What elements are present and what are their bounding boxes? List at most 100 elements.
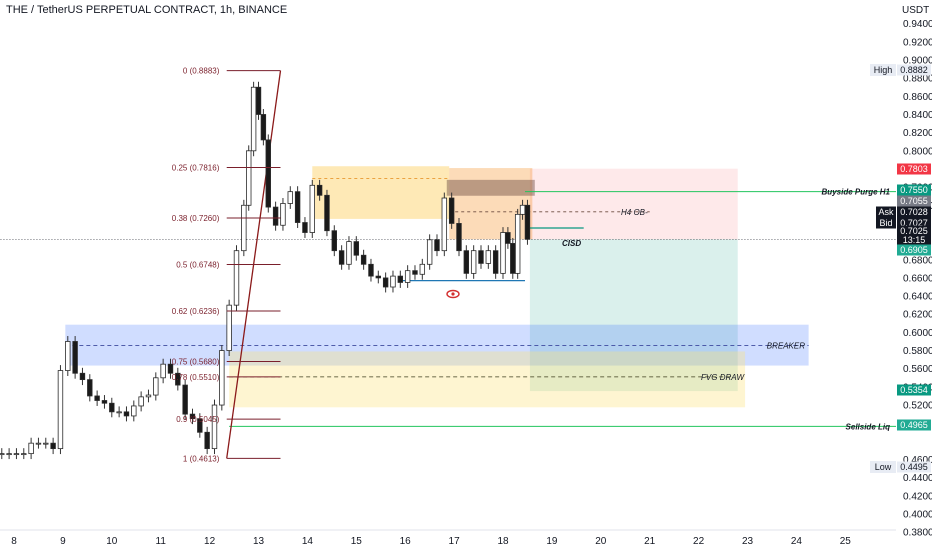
candle-body <box>226 304 232 351</box>
price-tick-label: 0.8200 <box>903 128 932 139</box>
price-tick-label: 0.6800 <box>903 255 932 266</box>
candle-body <box>250 86 257 152</box>
fib-level-label: 0.5 (0.6748) <box>176 260 219 269</box>
price-tag-label-box <box>870 64 896 76</box>
candle-body <box>382 277 389 288</box>
candle-body <box>57 370 64 450</box>
candle-body <box>360 254 367 265</box>
price-tick-label: 0.4600 <box>903 455 932 466</box>
price-tag-value: 0.7025 <box>900 226 928 236</box>
candle-body <box>35 442 42 445</box>
price-tick-label: 0.9400 <box>903 19 932 30</box>
candle-body <box>441 197 448 252</box>
price-tick-label: 0.4000 <box>903 510 932 521</box>
candle-body <box>79 372 86 381</box>
price-tag-value: 0.4965 <box>900 420 928 430</box>
price-tag-value: 0.5354 <box>900 385 928 395</box>
fib-level-label: 0.62 (0.6236) <box>172 307 220 316</box>
price-tick-label: 0.6000 <box>903 328 932 339</box>
candles <box>0 81 531 460</box>
candle-body <box>43 442 49 445</box>
candle-body <box>204 431 210 450</box>
candle-body <box>131 405 137 417</box>
price-tick-label: 0.8000 <box>903 146 932 157</box>
fib-level-label: 1 (0.4613) <box>183 454 220 463</box>
time-tick-label: 21 <box>644 536 656 547</box>
fib-level-label: 0 (0.8883) <box>183 67 220 76</box>
price-tag-value: 0.7055 <box>900 196 928 206</box>
fib-level-label: 0.9 (0.5045) <box>176 415 219 424</box>
price-tag-box <box>897 163 931 175</box>
candle-body <box>500 232 506 274</box>
candle-body <box>338 250 345 265</box>
time-tick-label: 18 <box>497 536 509 547</box>
cisd-label: CISD <box>562 239 581 248</box>
price-tick-label: 0.8600 <box>903 92 932 103</box>
candle-body <box>505 232 511 244</box>
candle-body <box>280 203 286 226</box>
time-tick-label: 8 <box>11 536 17 547</box>
candle-body <box>492 250 499 274</box>
fvg-draw-label: FVG DRAW <box>701 373 745 382</box>
price-tag-label: Ask <box>878 207 894 217</box>
time-tick-label: 14 <box>302 536 314 547</box>
price-tag-box <box>897 419 931 431</box>
price-tick-label: 0.6600 <box>903 273 932 284</box>
candle-body <box>138 396 144 407</box>
stop-loss-zone <box>529 168 738 240</box>
price-tick-label: 0.5600 <box>903 364 932 375</box>
price-tag-label: High <box>874 65 893 75</box>
time-tick-label: 19 <box>546 536 558 547</box>
price-tag-box <box>897 64 931 76</box>
price-tag-label-box <box>870 461 896 473</box>
drawing-zones <box>65 166 809 408</box>
time-tick-label: 10 <box>106 536 118 547</box>
price-tag-box <box>897 217 931 229</box>
candle-body <box>353 241 359 256</box>
candle-body <box>510 243 516 274</box>
candle-body <box>404 270 411 283</box>
time-tick-label: 24 <box>791 536 803 547</box>
price-tag-label-box <box>876 206 896 218</box>
candle-body <box>255 86 262 115</box>
candle-body <box>478 250 484 264</box>
price-tag-box <box>897 461 931 473</box>
candle-body <box>514 213 521 274</box>
price-tick-label: 0.9200 <box>903 37 932 48</box>
price-tick-label: 0.8400 <box>903 110 932 121</box>
h4-order-block <box>446 179 535 196</box>
candle-body <box>101 400 108 404</box>
fibonacci-retracement[interactable]: 0 (0.8883) 0.25 (0.7816) 0.38 (0.7260) 0.5 … <box>172 67 281 464</box>
annotations: Buyside Purge H1 H4 OB- CISD BREAKER FVG DRA… <box>562 188 891 432</box>
candle-body <box>109 402 115 413</box>
price-tick-label: 0.3800 <box>903 528 932 539</box>
candle-body <box>316 184 323 196</box>
h4-ob-label: H4 OB- <box>621 208 648 217</box>
price-tick-label: 0.4400 <box>903 473 932 484</box>
price-tag-value: 0.7027 <box>900 218 928 228</box>
price-tag-value: 0.7803 <box>900 164 928 174</box>
candle-body <box>233 250 240 306</box>
time-tick-label: 16 <box>400 536 412 547</box>
candle-body <box>182 384 188 415</box>
candle-body <box>265 139 271 208</box>
candle-body <box>448 197 455 224</box>
candle-body <box>175 372 181 386</box>
candle-body <box>324 194 330 232</box>
candle-body <box>302 222 308 233</box>
time-tick-label: 22 <box>693 536 705 547</box>
price-tick-label: 0.9000 <box>903 56 932 67</box>
price-tick-label: 0.5200 <box>903 401 932 412</box>
price-tag-value: 13:15 <box>903 235 926 245</box>
sellside-liq-label: Sellside Liq <box>846 422 891 431</box>
candle-body <box>50 442 56 450</box>
price-tag-box <box>897 206 931 218</box>
candle-body <box>189 413 196 420</box>
time-axis[interactable]: 8 9 10 11 12 13 14 15 16 17 18 19 20 21 22 23 24 25 <box>11 536 851 547</box>
price-axis[interactable]: 0.9400 0.9200 0.9000 0.8800 0.8600 0.8400 0.82… <box>903 19 932 538</box>
candle-body <box>397 275 404 283</box>
candle-body <box>241 204 247 252</box>
candle-body <box>0 453 5 456</box>
